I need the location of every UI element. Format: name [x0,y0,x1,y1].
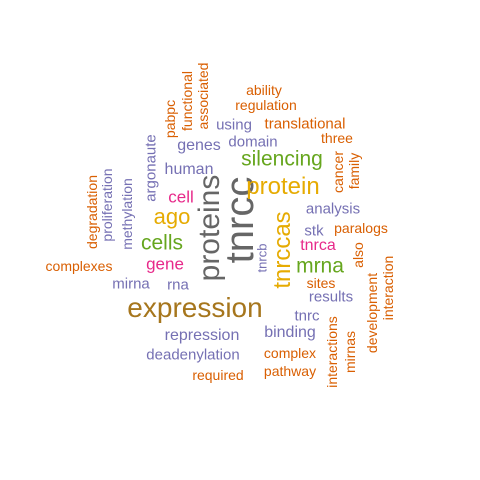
cloud-word-analysis: analysis [305,200,361,218]
cloud-word-translational: translational [264,115,346,133]
cloud-word-repression: repression [164,327,240,344]
cloud-word-gene: gene [146,254,184,274]
cloud-word-proteins: proteins [193,174,226,282]
cloud-word-pabpc: pabpc [162,99,178,139]
cloud-word-mrna: mrna [296,254,344,278]
cloud-word-silencing: silencing [241,147,323,171]
cloud-word-family: family [346,152,362,190]
cloud-word-regulation: regulation [235,97,297,113]
cloud-word-degradation: degradation [84,175,100,249]
cloud-word-cancer: cancer [330,150,346,194]
cloud-word-human: human [164,161,214,178]
cloud-word-methylation: methylation [119,178,135,250]
cloud-word-expression: expression [127,292,263,323]
cloud-word-interaction: interaction [380,255,396,321]
cloud-word-functional: functional [179,71,195,131]
cloud-word-also: also [350,242,366,268]
cloud-word-genes: genes [177,137,221,154]
cloud-word-mirna: mirna [112,275,150,293]
cloud-word-tnrcb: tnrcb [254,243,270,273]
cloud-word-protein: protein [246,173,320,200]
cloud-word-tnrccas: tnrccas [269,211,296,289]
cloud-word-ability: ability [246,82,282,98]
cloud-word-argonaute: argonaute [142,134,160,202]
cloud-word-deadenylation: deadenylation [146,346,240,364]
cloud-word-cells: cells [140,231,184,255]
cloud-word-mirnas: mirnas [342,330,358,374]
cloud-word-tnrca: tnrca [300,237,336,254]
cloud-word-cell: cell [168,187,194,207]
cloud-word-ago: ago [153,204,191,229]
cloud-word-results: results [308,288,354,306]
cloud-word-development: development [364,272,380,354]
cloud-word-three: three [321,130,353,146]
cloud-word-using: using [216,116,252,134]
cloud-word-sites: sites [306,275,336,291]
cloud-word-paralogs: paralogs [334,220,388,236]
cloud-word-binding: binding [264,324,316,341]
cloud-word-required: required [192,367,244,383]
cloud-word-interactions: interactions [324,316,340,388]
cloud-word-rna: rna [167,276,189,294]
cloud-word-tnrc: tnrc [294,307,320,325]
cloud-word-pathway: pathway [263,363,317,379]
cloud-word-complex: complex [263,345,317,361]
cloud-word-stk: stk [304,222,324,240]
cloud-word-proliferation: proliferation [99,168,115,242]
cloud-word-domain: domain [228,133,278,151]
cloud-word-associated: associated [195,62,211,130]
cloud-word-complexes: complexes [45,258,113,274]
